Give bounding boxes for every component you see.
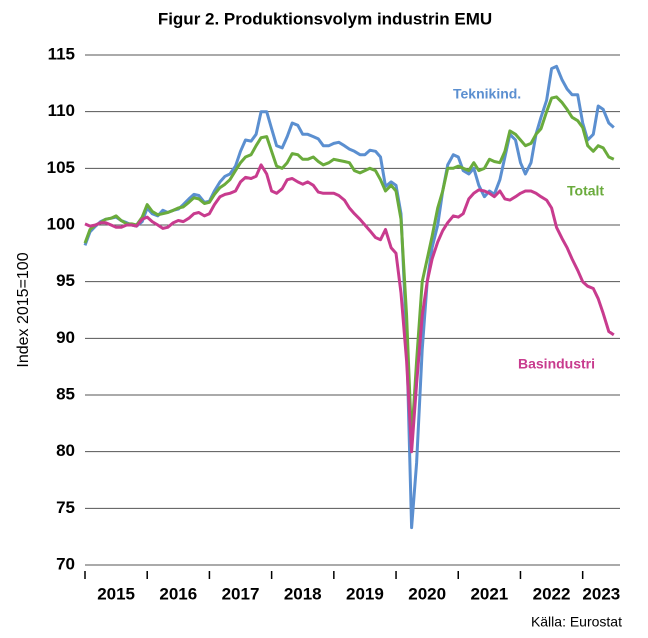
series-label: Teknikind. [453, 86, 521, 102]
series-label: Totalt [567, 183, 604, 199]
y-tick-label: 95 [56, 271, 75, 290]
x-tick-label: 2019 [346, 584, 384, 603]
y-tick-label: 110 [48, 101, 75, 120]
y-tick-label: 90 [56, 328, 75, 347]
y-tick-label: 75 [56, 498, 75, 517]
y-tick-label: 100 [47, 214, 75, 233]
x-tick-label: 2023 [582, 584, 620, 603]
chart-title: Figur 2. Produktionsvolym industrin EMU [158, 9, 492, 28]
y-tick-label: 85 [56, 384, 75, 403]
y-tick-label: 105 [47, 158, 75, 177]
x-tick-label: 2017 [222, 584, 260, 603]
x-tick-label: 2022 [533, 584, 571, 603]
y-tick-label: 115 [48, 44, 75, 63]
series-label: Basindustri [518, 356, 595, 372]
x-tick-label: 2016 [159, 584, 197, 603]
source: Källa: Eurostat [531, 614, 622, 630]
x-tick-label: 2020 [408, 584, 446, 603]
x-tick-label: 2021 [470, 584, 508, 603]
series-line [83, 95, 615, 442]
x-tick-label: 2015 [97, 584, 135, 603]
x-tick-label: 2018 [284, 584, 322, 603]
y-axis-label: Index 2015=100 [15, 252, 32, 367]
y-tick-label: 80 [56, 441, 75, 460]
series-line [84, 163, 615, 454]
y-tick-label: 70 [56, 554, 75, 573]
